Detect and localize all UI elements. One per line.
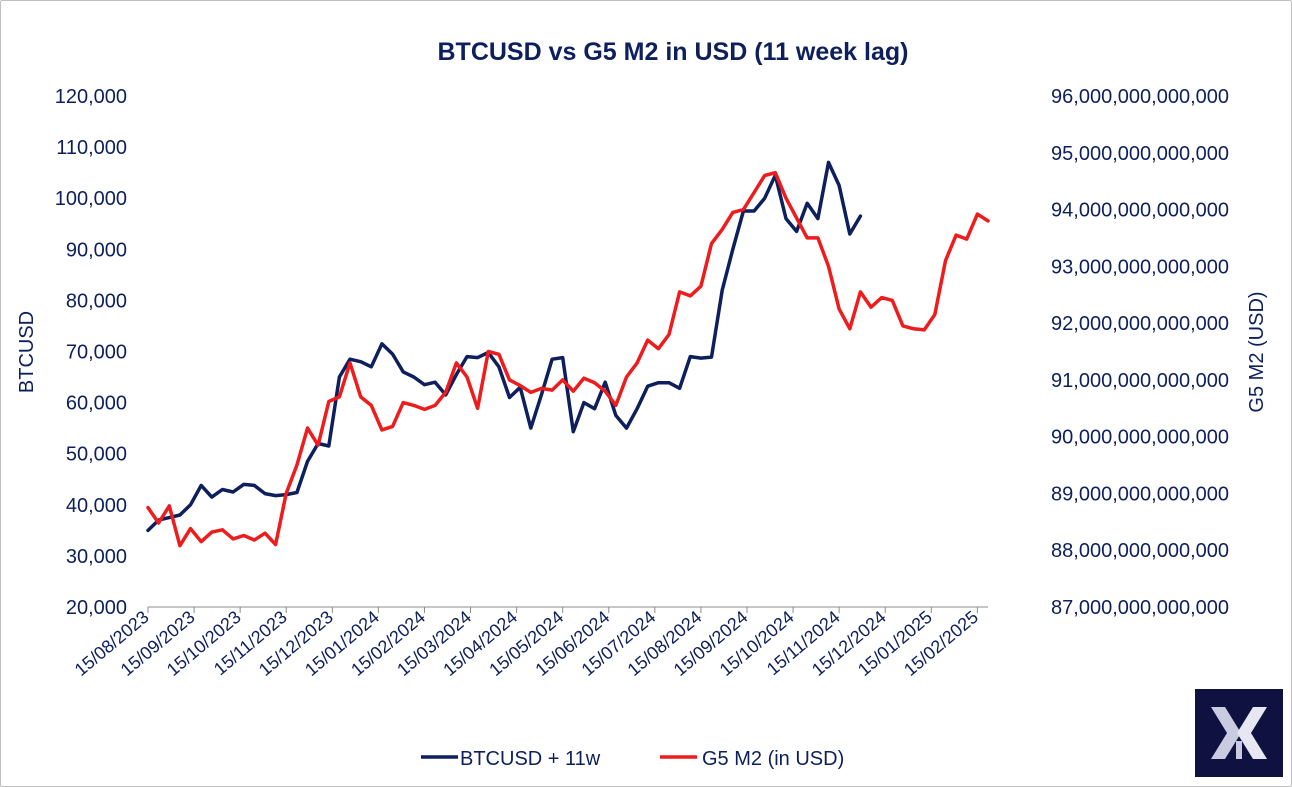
y-left-tick-label: 30,000: [66, 546, 127, 568]
legend: BTCUSD + 11w G5 M2 (in USD): [421, 748, 844, 770]
y-right-tick-label: 92,000,000,000,000: [1051, 313, 1229, 335]
y-left-tick-label: 60,000: [66, 393, 127, 415]
chart-title: BTCUSD vs G5 M2 in USD (11 week lag): [438, 38, 909, 66]
y-right-tick-label: 91,000,000,000,000: [1051, 370, 1229, 392]
y-axis-left-label: BTCUSD: [16, 311, 38, 393]
brand-logo: [1195, 689, 1283, 777]
y-axis-right-ticks: 87,000,000,000,000 88,000,000,000,000 89,0…: [1051, 86, 1229, 619]
y-left-tick-label: 80,000: [66, 290, 127, 312]
y-left-tick-label: 120,000: [55, 86, 127, 108]
y-right-tick-label: 89,000,000,000,000: [1051, 483, 1229, 505]
y-right-tick-label: 88,000,000,000,000: [1051, 540, 1229, 562]
series-group: [146, 160, 990, 548]
y-left-tick-label: 40,000: [66, 495, 127, 517]
series-g5m2-line: [146, 170, 990, 548]
y-right-tick-label: 96,000,000,000,000: [1051, 86, 1229, 108]
y-left-tick-label: 20,000: [66, 597, 127, 619]
y-left-tick-label: 50,000: [66, 444, 127, 466]
brand-logo-icon: [1211, 707, 1267, 759]
y-left-tick-label: 110,000: [56, 137, 127, 159]
y-left-tick-label: 100,000: [55, 188, 127, 210]
y-right-tick-label: 94,000,000,000,000: [1051, 200, 1229, 222]
y-left-tick-label: 70,000: [66, 342, 127, 364]
legend-label-btcusd: BTCUSD + 11w: [460, 748, 601, 770]
y-left-tick-label: 90,000: [66, 239, 127, 261]
series-btcusd-line: [146, 160, 863, 533]
x-axis-ticks: 15/08/202315/09/202315/10/202315/11/2023…: [71, 607, 982, 680]
y-right-tick-label: 93,000,000,000,000: [1051, 256, 1229, 278]
y-axis-right-label: G5 M2 (USD): [1246, 291, 1268, 412]
legend-label-g5m2: G5 M2 (in USD): [702, 748, 844, 770]
y-right-tick-label: 95,000,000,000,000: [1051, 143, 1229, 165]
y-right-tick-label: 90,000,000,000,000: [1051, 427, 1229, 449]
y-right-tick-label: 87,000,000,000,000: [1051, 597, 1229, 619]
y-axis-left-ticks: 20,000 30,000 40,000 50,000 60,000 70,000 80,0…: [55, 86, 127, 619]
